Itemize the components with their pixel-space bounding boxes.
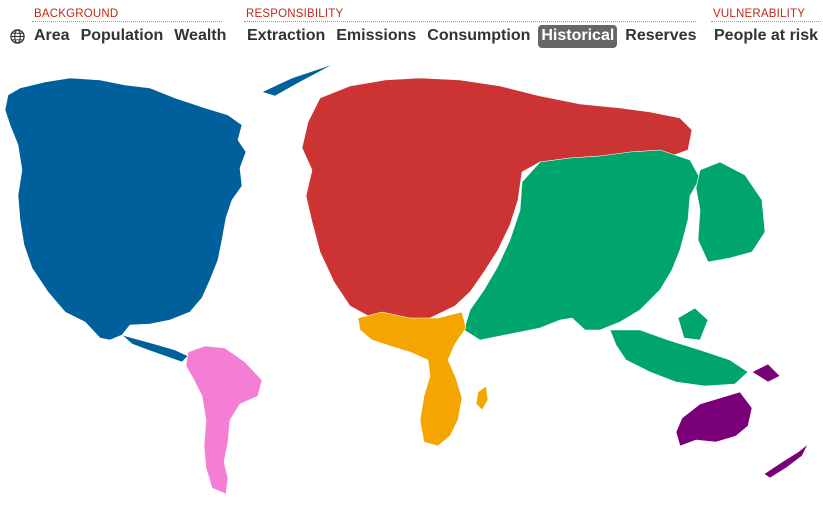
region-australia[interactable] — [675, 391, 753, 447]
world-cartogram-map — [4, 63, 809, 495]
region-europe-russia[interactable] — [301, 77, 693, 323]
group-label-background: BACKGROUND — [32, 8, 222, 22]
region-new-guinea[interactable] — [751, 363, 781, 383]
tab-emissions[interactable]: Emissions — [336, 27, 417, 44]
nav-group-vulnerability: VULNERABILITY People at risk — [711, 8, 823, 48]
tab-extraction[interactable]: Extraction — [247, 27, 326, 44]
group-label-vulnerability: VULNERABILITY — [711, 8, 821, 22]
tab-consumption[interactable]: Consumption — [427, 27, 531, 44]
region-central-america[interactable] — [121, 334, 189, 363]
tab-area[interactable]: Area — [34, 27, 70, 44]
tab-historical[interactable]: Historical — [538, 25, 618, 48]
nav-group-responsibility: RESPONSIBILITY Extraction Emissions Cons… — [244, 8, 704, 48]
globe-icon[interactable] — [10, 29, 25, 44]
region-philippines[interactable] — [677, 307, 709, 341]
tab-population[interactable]: Population — [80, 27, 164, 44]
tab-wealth[interactable]: Wealth — [174, 27, 227, 44]
tab-reserves[interactable]: Reserves — [625, 27, 697, 44]
region-south-america[interactable] — [185, 345, 263, 495]
nav-group-background: BACKGROUND Area Population Wealth — [10, 8, 234, 48]
region-north-america[interactable] — [4, 77, 247, 341]
region-southeast-asia[interactable] — [609, 329, 749, 387]
region-madagascar[interactable] — [475, 385, 489, 411]
region-africa[interactable] — [357, 311, 467, 447]
group-label-responsibility: RESPONSIBILITY — [244, 8, 696, 22]
region-japan[interactable] — [695, 161, 766, 263]
tab-people-at-risk[interactable]: People at risk — [714, 27, 819, 44]
region-new-zealand[interactable] — [763, 443, 809, 479]
region-asia[interactable] — [463, 149, 701, 341]
region-arctic-north-america[interactable] — [261, 63, 335, 97]
